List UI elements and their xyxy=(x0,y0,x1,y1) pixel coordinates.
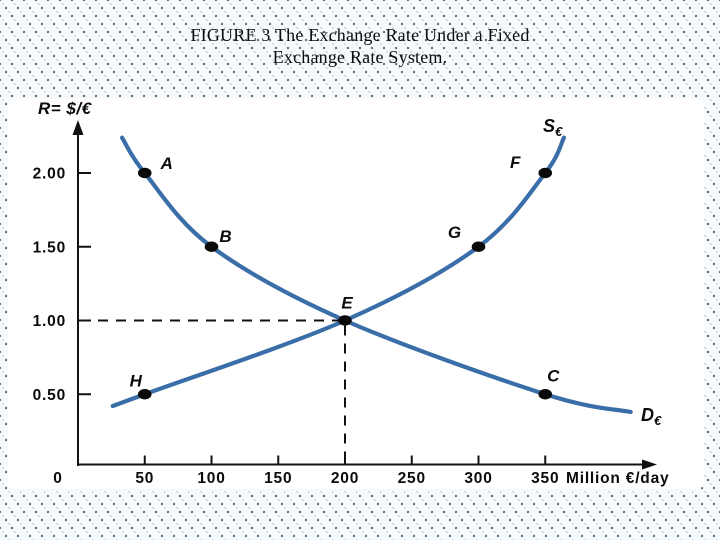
supply-curve-label: S€ xyxy=(543,116,563,139)
point-label-A: A xyxy=(160,154,173,173)
figure-title-line2: Exchange Rate System. xyxy=(272,47,448,67)
y-tick-label-1.00: 1.00 xyxy=(33,313,66,330)
point-dot-B xyxy=(204,241,219,252)
y-axis-label: R= $/€ xyxy=(38,99,92,118)
point-dot-A xyxy=(137,167,152,179)
point-label-E: E xyxy=(341,294,353,313)
x-tick-label-300: 300 xyxy=(464,470,492,487)
x-tick-label-350: 350 xyxy=(531,470,559,487)
x-tick-label-150: 150 xyxy=(264,470,292,487)
point-label-C: C xyxy=(547,366,560,385)
point-dot-H xyxy=(137,389,152,400)
x-tick-label-200: 200 xyxy=(331,470,359,487)
x-axis-unit-label: Million €/day xyxy=(566,470,669,487)
point-dot-E xyxy=(338,315,352,326)
supply-curve xyxy=(110,135,567,409)
point-label-H: H xyxy=(130,371,143,390)
demand-curve-label: D€ xyxy=(641,405,662,428)
y-tick-label-2.00: 2.00 xyxy=(33,166,66,183)
y-tick-label-1.50: 1.50 xyxy=(33,239,66,256)
figure-title-line1: FIGURE 3 The Exchange Rate Under a Fixed xyxy=(190,25,530,45)
x-tick-label-0: 0 xyxy=(53,470,62,487)
point-dot-C xyxy=(538,389,553,400)
y-tick-label-0.50: 0.50 xyxy=(33,387,66,404)
point-label-F: F xyxy=(510,153,521,172)
x-tick-label-250: 250 xyxy=(398,470,426,487)
x-axis-arrow xyxy=(642,459,657,470)
x-tick-label-50: 50 xyxy=(135,470,154,487)
y-axis-arrow xyxy=(72,120,84,135)
chart-panel xyxy=(8,99,704,489)
point-dot-G xyxy=(471,241,486,252)
point-label-B: B xyxy=(219,227,231,246)
point-dot-F xyxy=(538,167,553,179)
figure-title: FIGURE 3 The Exchange Rate Under a Fixed… xyxy=(0,24,720,68)
point-label-G: G xyxy=(448,223,461,242)
x-tick-label-100: 100 xyxy=(197,470,225,487)
